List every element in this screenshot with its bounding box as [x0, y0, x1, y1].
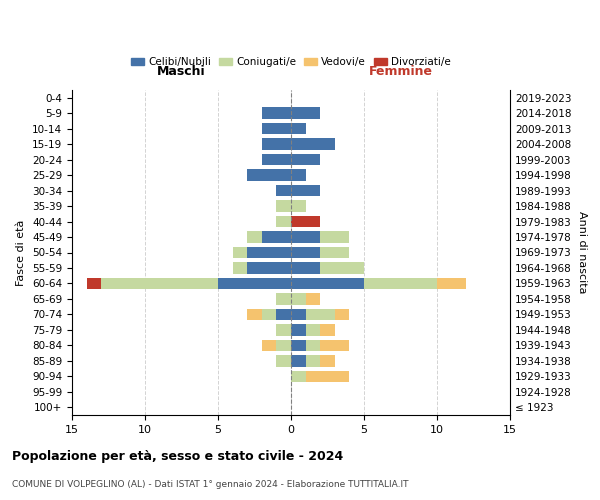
- Bar: [320, 246, 349, 258]
- Bar: [320, 355, 335, 366]
- Bar: [291, 308, 305, 320]
- Bar: [277, 324, 291, 336]
- Bar: [277, 293, 291, 304]
- Bar: [247, 246, 291, 258]
- Bar: [86, 278, 101, 289]
- Bar: [305, 340, 320, 351]
- Bar: [320, 340, 349, 351]
- Bar: [291, 262, 320, 274]
- Bar: [262, 308, 277, 320]
- Bar: [291, 340, 305, 351]
- Bar: [247, 170, 291, 181]
- Text: Maschi: Maschi: [157, 64, 206, 78]
- Bar: [101, 278, 218, 289]
- Bar: [247, 308, 262, 320]
- Bar: [305, 324, 320, 336]
- Bar: [335, 308, 349, 320]
- Legend: Celibi/Nubili, Coniugati/e, Vedovi/e, Divorziati/e: Celibi/Nubili, Coniugati/e, Vedovi/e, Di…: [127, 53, 455, 72]
- Bar: [233, 262, 247, 274]
- Text: Femmine: Femmine: [368, 64, 433, 78]
- Bar: [262, 138, 291, 150]
- Bar: [291, 324, 305, 336]
- Bar: [320, 262, 364, 274]
- Text: COMUNE DI VOLPEGLINO (AL) - Dati ISTAT 1° gennaio 2024 - Elaborazione TUTTITALIA: COMUNE DI VOLPEGLINO (AL) - Dati ISTAT 1…: [12, 480, 409, 489]
- Bar: [291, 370, 305, 382]
- Bar: [277, 200, 291, 212]
- Bar: [291, 170, 305, 181]
- Bar: [262, 340, 277, 351]
- Bar: [291, 154, 320, 166]
- Bar: [291, 355, 305, 366]
- Bar: [305, 355, 320, 366]
- Bar: [320, 231, 349, 243]
- Bar: [233, 246, 247, 258]
- Text: Popolazione per età, sesso e stato civile - 2024: Popolazione per età, sesso e stato civil…: [12, 450, 343, 463]
- Bar: [305, 293, 320, 304]
- Bar: [291, 138, 335, 150]
- Bar: [291, 231, 320, 243]
- Bar: [277, 340, 291, 351]
- Y-axis label: Anni di nascita: Anni di nascita: [577, 211, 587, 294]
- Bar: [320, 324, 335, 336]
- Bar: [291, 200, 305, 212]
- Bar: [364, 278, 437, 289]
- Bar: [291, 246, 320, 258]
- Bar: [305, 370, 349, 382]
- Bar: [262, 123, 291, 134]
- Bar: [247, 231, 262, 243]
- Y-axis label: Fasce di età: Fasce di età: [16, 220, 26, 286]
- Bar: [291, 216, 320, 228]
- Bar: [291, 185, 320, 196]
- Bar: [291, 278, 364, 289]
- Bar: [277, 355, 291, 366]
- Bar: [291, 293, 305, 304]
- Bar: [218, 278, 291, 289]
- Bar: [247, 262, 291, 274]
- Bar: [262, 231, 291, 243]
- Bar: [291, 123, 305, 134]
- Bar: [277, 185, 291, 196]
- Bar: [262, 154, 291, 166]
- Bar: [291, 108, 320, 119]
- Bar: [305, 308, 335, 320]
- Bar: [437, 278, 466, 289]
- Bar: [277, 216, 291, 228]
- Bar: [262, 108, 291, 119]
- Bar: [277, 308, 291, 320]
